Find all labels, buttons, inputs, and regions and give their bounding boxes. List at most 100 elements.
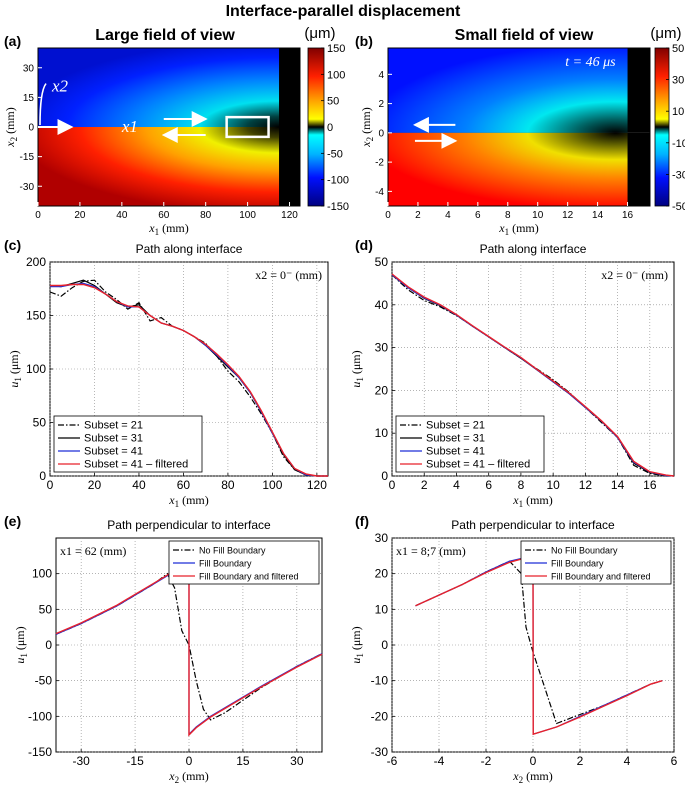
x-tick-label: 40 (132, 478, 146, 492)
heatmap-panel-b: (b) Small field of view 0 2 4 6 8 10 12 14 16 -4 -2 0… (355, 25, 685, 237)
panel-title: Small field of view (455, 27, 594, 44)
panel-label: (f) (355, 513, 369, 529)
heatmap-region-top (38, 48, 280, 127)
colorbar-tick-label: -150 (327, 201, 349, 213)
legend-label: Fill Boundary and filtered (551, 572, 651, 582)
panel-label: (e) (4, 513, 21, 529)
y-tick-label: 100 (32, 567, 52, 581)
axis-label: u1 (μm) (7, 350, 23, 387)
y-tick-label: 30 (23, 63, 35, 74)
x-tick-label: -6 (387, 754, 398, 768)
axis-label: u1 (μm) (349, 626, 365, 663)
colorbar-tick-label: -30 (672, 169, 685, 181)
y-tick-label: 0 (45, 638, 52, 652)
zoom-box (225, 115, 270, 139)
legend-label: Subset = 41 (426, 446, 485, 458)
x-tick-label: 80 (221, 478, 235, 492)
panel-title: Large field of view (95, 27, 235, 44)
x-tick-label: 8 (505, 210, 511, 221)
y-tick-label: -10 (371, 674, 389, 688)
colorbar-tick-label: 10 (672, 106, 684, 118)
x-tick-label: 120 (281, 210, 298, 221)
panel-label: (a) (4, 33, 21, 49)
y-tick-label: 10 (375, 426, 389, 440)
figure-title: Interface-parallel displacement (226, 3, 461, 20)
x-tick-label: 0 (385, 210, 391, 221)
x2-axis-curve-icon (39, 83, 47, 126)
y-tick-label: 0 (28, 123, 34, 134)
x-tick-label: 100 (262, 478, 282, 492)
legend-label: Fill Boundary (551, 559, 604, 569)
y-tick-label: -100 (28, 709, 52, 723)
x-tick-label: 14 (592, 210, 604, 221)
x-tick-label: 4 (453, 478, 460, 492)
series-line-2 (415, 554, 663, 736)
x-tick-label: 20 (74, 210, 86, 221)
y-tick-label: 150 (26, 309, 46, 323)
x-tick-label: 120 (307, 478, 327, 492)
legend-label: Fill Boundary (199, 559, 252, 569)
y-tick-label: 50 (33, 416, 47, 430)
colorbar-tick-label: 0 (327, 122, 333, 134)
heatmap-region-bottom (38, 127, 280, 206)
y-tick-label: 20 (375, 383, 389, 397)
x-tick-label: 10 (532, 210, 544, 221)
y-tick-label: 0 (381, 638, 388, 652)
y-tick-label: -20 (371, 709, 389, 723)
y-tick-label: -30 (20, 182, 35, 193)
x-tick-label: 2 (415, 210, 421, 221)
annotation: x2 = 0⁻ (mm) (601, 268, 668, 282)
series-line-3 (50, 283, 328, 477)
colorbar-tick-label: 150 (327, 43, 345, 55)
x-tick-label: 16 (643, 478, 657, 492)
x-tick-label: 8 (518, 478, 525, 492)
x-tick-label: 30 (290, 754, 304, 768)
annotation: x1 = 62 (mm) (60, 544, 126, 558)
y-tick-label: 30 (375, 341, 389, 355)
x-tick-label: 0 (389, 478, 396, 492)
y-tick-label: 0 (378, 128, 384, 139)
panel-label: (b) (355, 33, 373, 49)
x-tick-label: 6 (671, 754, 678, 768)
heatmap-panel-a: (a) Large field of view 0 20 40 60 80 100 120 -30… (3, 25, 349, 237)
y-tick-label: 4 (378, 70, 384, 81)
legend-label: No Fill Boundary (199, 546, 266, 556)
y-tick-label: 10 (375, 602, 389, 616)
colorbar-tick-label: -50 (327, 148, 343, 160)
y-tick-label: 2 (378, 99, 384, 110)
x-tick-label: 14 (611, 478, 625, 492)
x-tick-label: 15 (236, 754, 250, 768)
colorbar-tick-label: 30 (672, 75, 684, 87)
x-tick-label: -15 (126, 754, 144, 768)
axis-label: x1 (mm) (512, 493, 553, 509)
legend-label: Subset = 41 (84, 446, 143, 458)
y-tick-label: -15 (20, 152, 35, 163)
y-tick-label: 50 (39, 602, 53, 616)
axis-label: x2 (mm) (3, 107, 19, 148)
series-line-0 (49, 279, 328, 477)
series-line-2 (55, 553, 323, 737)
time-annotation: t = 46 μs (565, 55, 616, 70)
axis-label: u1 (μm) (349, 350, 365, 387)
y-tick-label: -4 (375, 187, 384, 198)
panel-label: (d) (355, 237, 373, 253)
x-tick-label: 0 (186, 754, 193, 768)
y-tick-label: -150 (28, 745, 52, 759)
y-tick-label: 20 (375, 567, 389, 581)
axes-frame (387, 47, 651, 207)
x-tick-label: 0 (47, 478, 54, 492)
colorbar-tick-label: 100 (327, 69, 345, 81)
legend-label: Subset = 41 – filtered (84, 459, 188, 471)
panel-title: Path along interface (136, 242, 243, 256)
x-tick-label: 2 (421, 478, 428, 492)
y-tick-label: 200 (26, 255, 46, 269)
colorbar-tick-label: 50 (327, 96, 339, 108)
colorbar (654, 47, 670, 207)
x-tick-label: 60 (158, 210, 170, 221)
line-panel-d: (d) Path along interface 0 2 4 6 8 10 12 14 16 0 10 2… (349, 237, 675, 509)
y-tick-label: 15 (23, 93, 35, 104)
x-tick-label: 2 (577, 754, 584, 768)
legend-label: Fill Boundary and filtered (199, 572, 299, 582)
